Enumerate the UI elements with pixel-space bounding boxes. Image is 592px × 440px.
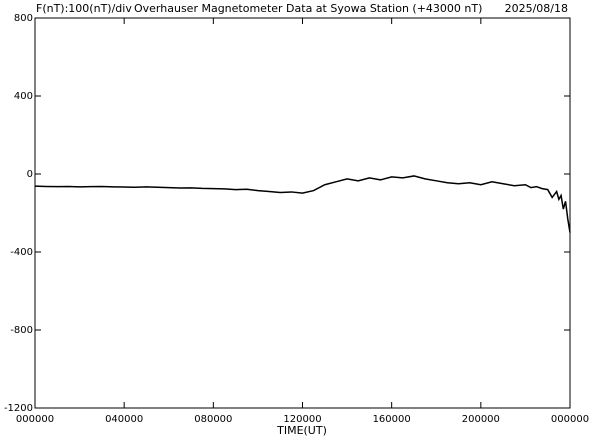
x-tick-label: 040000 bbox=[105, 414, 143, 425]
x-tick-label: 120000 bbox=[283, 414, 321, 425]
y-tick-label: 800 bbox=[14, 13, 33, 24]
x-tick-label: 000000 bbox=[16, 414, 54, 425]
x-tick-label: 160000 bbox=[373, 414, 411, 425]
x-tick-label: 200000 bbox=[462, 414, 500, 425]
date: 2025/08/18 bbox=[505, 2, 568, 15]
scale-label: F(nT):100(nT)/div bbox=[36, 2, 132, 15]
x-tick-label: 080000 bbox=[194, 414, 232, 425]
y-tick-label: 0 bbox=[27, 169, 33, 180]
y-tick-label: -400 bbox=[10, 247, 33, 258]
y-tick-label: -800 bbox=[10, 325, 33, 336]
data-line bbox=[34, 175, 571, 233]
chart-title: Overhauser Magnetometer Data at Syowa St… bbox=[134, 2, 482, 15]
x-axis-label: TIME(UT) bbox=[276, 424, 327, 437]
y-tick-label: -1200 bbox=[4, 403, 33, 414]
x-tick-label: 000000 bbox=[551, 414, 589, 425]
y-tick-label: 400 bbox=[14, 91, 33, 102]
